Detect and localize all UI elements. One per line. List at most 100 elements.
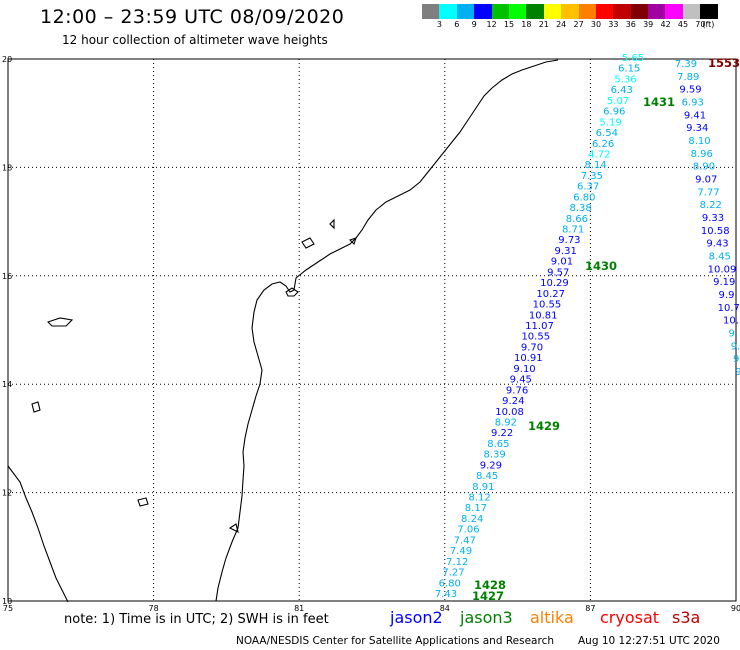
wave-height-value: 7.49 [450,546,472,557]
color-scale-label: 12 [486,20,497,29]
color-scale-label: 3 [436,20,442,29]
wave-height-value: 8.38 [570,203,592,214]
wave-height-value: 10.55 [533,300,562,311]
orbit-label: 1553 [708,56,740,70]
wave-height-value: 10. [723,316,739,327]
wave-height-value: 9.41 [684,110,706,121]
wave-height-value: 9.59 [679,85,701,96]
wave-height-value: 9. [728,329,738,340]
wave-height-value: 8.10 [688,136,710,147]
wave-height-value: 9.01 [551,257,573,268]
map-frame [7,58,737,602]
page-title: 12:00 – 23:59 UTC 08/09/2020 [40,6,345,28]
wave-height-value: 10.91 [514,353,543,364]
color-scale-label: 21 [538,20,549,29]
wave-height-value: 6.43 [611,85,633,96]
wave-height-value: 7.39 [675,59,697,70]
satellite-track-b: 7.39 7.89 9.59 6.939.41 9.34 8.10 8.96 8.90 9.07… [675,59,740,378]
wave-height-value: 6.80 [439,578,461,589]
wave-height-value: 6.37 [577,182,599,193]
wave-height-value: 10.7 [718,303,740,314]
color-scale-label: 45 [677,20,689,29]
grid-lines [8,59,736,601]
y-tick-label: 16 [2,272,12,281]
color-scale-label: 15 [503,20,515,29]
color-scale-label: 39 [643,20,654,29]
color-swatch [630,4,649,19]
x-tick-label: 81 [294,604,304,613]
x-tick-label: 87 [585,604,595,613]
color-scale-label: 27 [573,20,584,29]
x-tick-label: 90 [731,604,740,613]
satellite-legend-item: altika [530,608,574,627]
color-scale-label: 42 [660,20,671,29]
y-tick-label: 18 [2,163,12,172]
x-tick-label: 84 [440,604,450,613]
color-swatch [474,4,492,19]
color-scale-legend: 3 6 9 12 15 18 21 24 27 30 33 36 39 42 45 70 (ft) [422,4,718,31]
wave-height-value: 9.57 [547,267,569,278]
color-swatch [613,4,631,19]
wave-height-value: 5.19 [599,117,621,128]
satellite-track-a: 7.436.807.277.127.497.477.068.248.178.12… [435,53,644,600]
color-swatch [648,4,666,19]
axis-tick-labels: 75 78 81 84 87 90 10 12 14 16 18 20 [2,55,740,613]
wave-height-value: 8.91 [472,482,494,493]
wave-height-value: 10.08 [495,407,524,418]
wave-height-value: 8.45 [476,471,498,482]
wave-height-value: 7.27 [442,568,464,579]
wave-height-value: 8.14 [584,160,606,171]
satellite-legend-item: jason2 [390,608,443,627]
color-scale-label: 18 [521,20,532,29]
color-scale-swatches [422,4,718,19]
wave-height-value: 7.89 [677,72,699,83]
color-scale-label: 70 [695,20,706,29]
wave-height-value: 9. [731,341,740,352]
color-scale-label: 30 [590,20,602,29]
wave-height-value: 9.24 [502,396,524,407]
wave-height-value: 6.93 [682,98,704,109]
coastline [7,59,559,603]
coastline-lake-d [228,523,239,534]
wave-height-value: 11.07 [525,321,554,332]
color-swatch [682,4,701,19]
wave-height-value: 8.92 [495,417,517,428]
orbit-label: 1431 [643,95,675,109]
wave-height-value: 9.33 [702,213,724,224]
color-scale-label: (ft) [702,20,715,29]
satellite-legend-item: s3a [672,608,701,627]
color-swatch [595,4,614,19]
wave-height-value: 9.76 [506,385,528,396]
coastline-island-a [329,218,335,230]
wave-height-value: 8.65 [487,439,509,450]
coastline-island-b [301,237,315,249]
y-tick-label: 12 [2,489,12,498]
color-swatch [439,4,457,19]
wave-height-value: 9.31 [555,246,577,257]
coastline-lake-a [46,317,74,327]
wave-height-value: 10.29 [540,278,569,289]
wave-height-value: 5.07 [607,96,629,107]
wave-height-value: 8.22 [700,200,722,211]
color-scale-labels: 3 6 9 12 15 18 21 24 27 30 33 36 39 42 45 70 (ft) [422,19,718,31]
wave-height-value: 10.09 [708,264,737,275]
color-scale-label: 33 [608,20,619,29]
footnote: note: 1) Time is in UTC; 2) SWH is in fe… [64,612,329,627]
x-tick-label: 75 [3,604,13,613]
color-scale-label: 24 [556,20,567,29]
wave-height-value: 9. [735,367,740,378]
wave-height-value: 5.36 [614,74,636,85]
color-swatch [508,4,527,19]
coastline-island-c [348,237,357,246]
generated-timestamp: Aug 10 12:27:51 UTC 2020 [578,635,720,647]
wave-height-value: 9.43 [706,239,728,250]
color-scale-label: 6 [454,20,460,29]
wave-height-value: 8.90 [693,162,715,173]
wave-height-value: 10.27 [536,289,565,300]
y-tick-label: 10 [2,597,12,606]
color-swatch [491,4,509,19]
orbit-label: 1429 [528,419,560,433]
orbit-label: 1427 [472,589,504,603]
